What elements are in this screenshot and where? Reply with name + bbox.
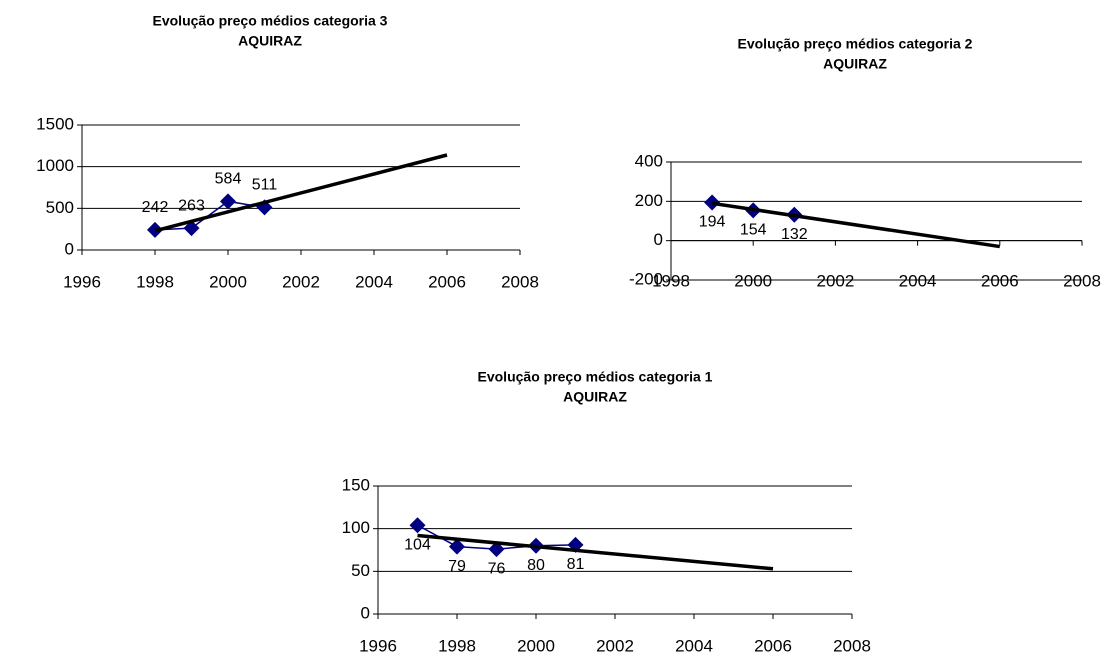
y-tick-label: 150: [342, 475, 370, 494]
x-tick-label: 2006: [428, 272, 466, 291]
x-tick-label: 2006: [754, 636, 792, 655]
x-tick-label: 2000: [209, 272, 247, 291]
y-tick-label: 1000: [36, 156, 74, 175]
chart: Evolução preço médios categoria 2 AQUIRAZ…: [629, 36, 1101, 291]
y-tick-label: 0: [65, 239, 74, 258]
data-label: 242: [142, 199, 169, 216]
marker: [488, 541, 505, 558]
data-label: 79: [448, 558, 466, 575]
chart: Evolução preço médios categoria 3 AQUIRAZ…: [36, 13, 539, 292]
x-tick-label: 2004: [675, 636, 713, 655]
series-line: [154, 200, 265, 231]
data-label: 194: [699, 214, 726, 231]
chart-subtitle: AQUIRAZ: [238, 33, 302, 49]
x-tick-label: 1996: [359, 636, 397, 655]
y-tick-label: 50: [351, 561, 370, 580]
x-tick-label: 2002: [282, 272, 320, 291]
x-tick-label: 2004: [355, 272, 393, 291]
y-tick-label: 100: [342, 518, 370, 537]
x-tick-label: 2006: [981, 271, 1019, 290]
x-tick-label: 2008: [833, 636, 871, 655]
data-label: 511: [252, 177, 278, 194]
chart-title: Evolução preço médios categoria 3: [153, 13, 388, 29]
chart-subtitle: AQUIRAZ: [563, 389, 627, 405]
chart-subtitle: AQUIRAZ: [823, 56, 887, 72]
marker: [409, 517, 426, 534]
x-tick-label: 1998: [438, 636, 476, 655]
y-tick-label: -200: [629, 269, 663, 288]
chart: Evolução preço médios categoria 1 AQUIRAZ…: [342, 369, 871, 656]
y-tick-label: 500: [46, 198, 74, 217]
y-tick-label: 400: [635, 151, 663, 170]
y-tick-label: 1500: [36, 114, 74, 133]
x-tick-label: 2008: [501, 272, 539, 291]
x-tick-label: 2002: [596, 636, 634, 655]
trendline: [417, 533, 774, 571]
x-tick-label: 2008: [1063, 271, 1101, 290]
marker: [704, 194, 721, 211]
y-tick-label: 200: [635, 191, 663, 210]
y-tick-label: 0: [361, 603, 370, 622]
data-label: 584: [215, 171, 242, 188]
data-label: 81: [567, 556, 585, 573]
chart-title: Evolução preço médios categoria 2: [738, 36, 973, 52]
marker: [449, 538, 465, 555]
x-tick-label: 1998: [652, 271, 690, 290]
data-label: 154: [740, 222, 767, 239]
x-tick-label: 2004: [899, 271, 937, 290]
trendline: [154, 153, 448, 233]
data-label: 80: [527, 557, 545, 574]
data-label: 104: [404, 536, 431, 553]
data-label: 76: [488, 560, 506, 577]
x-tick-label: 2002: [816, 271, 854, 290]
y-tick-label: 0: [654, 230, 663, 249]
trendline: [711, 201, 1001, 249]
data-label: 263: [178, 197, 205, 214]
x-tick-label: 1998: [136, 272, 174, 291]
x-tick-label: 2000: [734, 271, 772, 290]
x-tick-label: 1996: [63, 272, 101, 291]
marker: [220, 193, 236, 210]
x-tick-label: 2000: [517, 636, 555, 655]
chart-title: Evolução preço médios categoria 1: [478, 369, 713, 385]
data-label: 132: [781, 226, 808, 243]
